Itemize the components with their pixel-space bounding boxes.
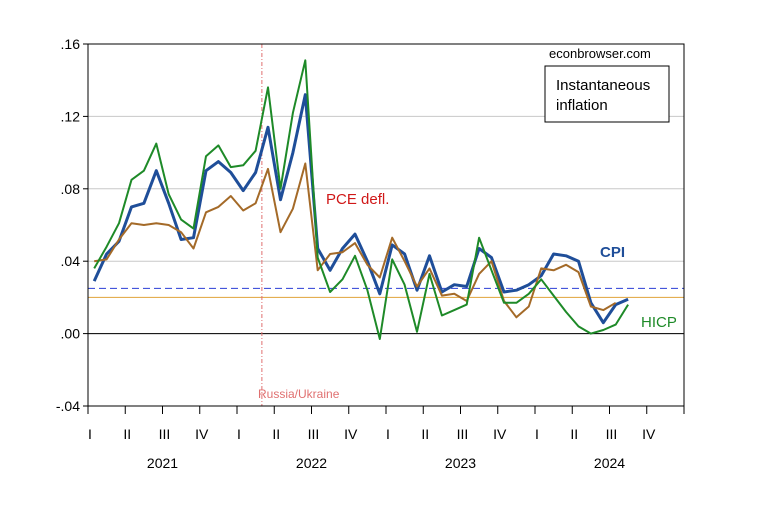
x-quarter-label: I (88, 426, 92, 442)
x-quarter-label: III (457, 426, 469, 442)
x-quarter-label: I (237, 426, 241, 442)
annotation-label: Russia/Ukraine (258, 387, 340, 401)
x-quarter-label: IV (493, 426, 507, 442)
series-label-cpi: CPI (600, 244, 625, 261)
y-tick-label: -.04 (56, 398, 80, 414)
x-quarter-label: IV (344, 426, 358, 442)
y-tick-label: .16 (61, 36, 81, 52)
x-quarter-label: II (421, 426, 429, 442)
legend-box-line-1: Instantaneous (556, 77, 650, 94)
x-quarter-label: III (308, 426, 320, 442)
series-label-pce: PCE defl. (326, 191, 389, 208)
x-quarter-label: II (272, 426, 280, 442)
x-quarter-label: IV (195, 426, 209, 442)
x-quarter-label: I (535, 426, 539, 442)
y-axis: -.04 .00 .04 .08 .12 .16 (56, 36, 88, 414)
x-quarter-label: II (123, 426, 131, 442)
x-year-label: 2024 (594, 455, 625, 471)
x-quarter-label: IV (642, 426, 656, 442)
x-year-label: 2022 (296, 455, 327, 471)
x-year-label: 2021 (147, 455, 178, 471)
series-line-1 (94, 162, 617, 319)
legend-box-line-2: inflation (556, 97, 608, 114)
y-tick-label: .04 (61, 253, 81, 269)
series-group (92, 59, 629, 340)
series-line-2 (93, 59, 629, 340)
legend-box (544, 65, 670, 123)
y-tick-label: .00 (61, 326, 81, 342)
series-label-hicp: HICP (641, 314, 677, 331)
y-tick-label: .12 (61, 108, 81, 124)
x-quarter-label: II (570, 426, 578, 442)
source-label: econbrowser.com (549, 46, 651, 61)
y-tick-label: .08 (61, 181, 81, 197)
x-quarter-label: III (159, 426, 171, 442)
x-quarter-label: III (606, 426, 618, 442)
x-quarter-label: I (386, 426, 390, 442)
x-year-label: 2023 (445, 455, 476, 471)
